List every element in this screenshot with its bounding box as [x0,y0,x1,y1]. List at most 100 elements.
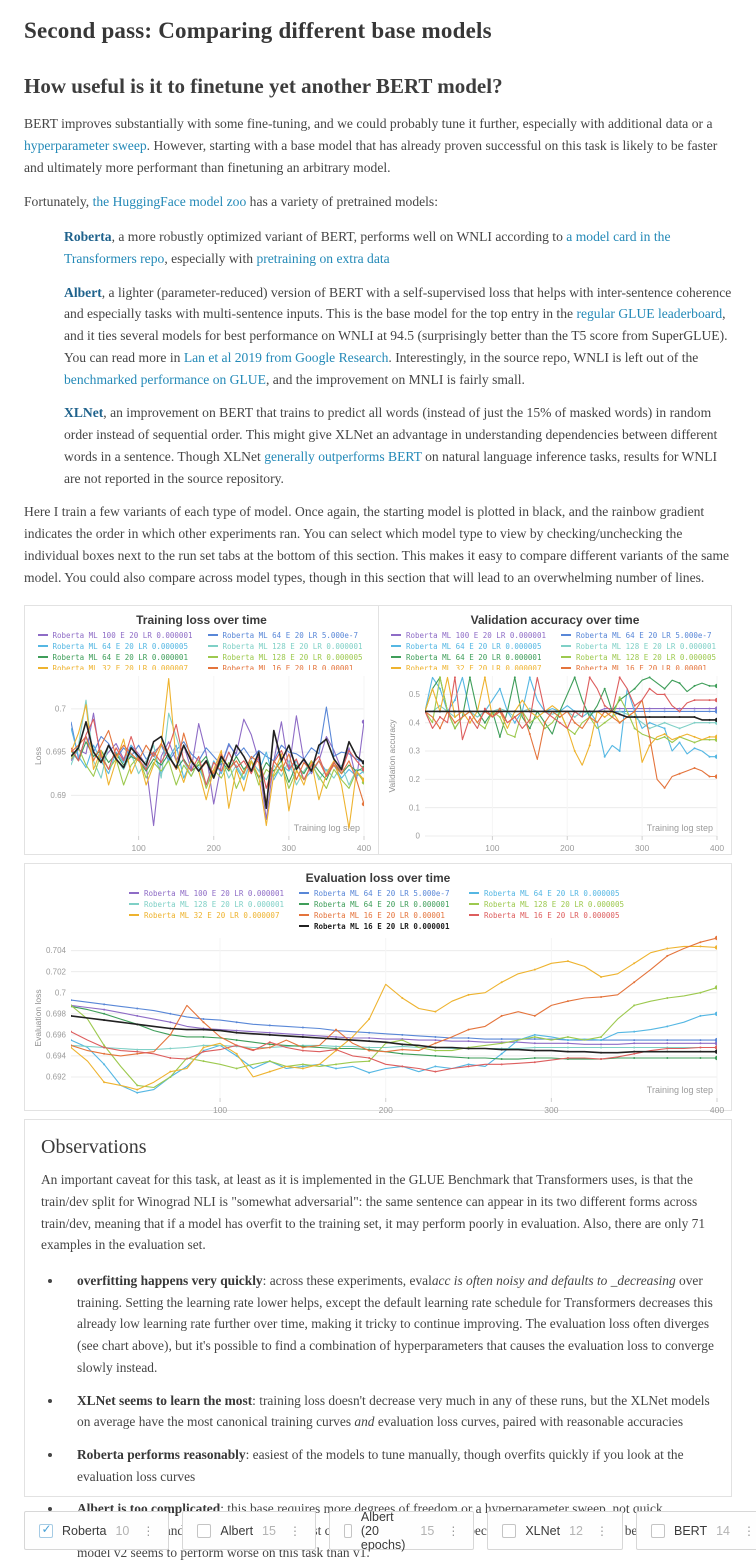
chart-canvas[interactable]: 0.692 0.694 0.696 0.698 0.7 0.702 0.704 100 200 3… [29,932,727,1118]
legend-dash-icon [561,645,571,648]
kebab-menu-icon[interactable]: ⋮ [142,1523,155,1538]
svg-text:100: 100 [485,843,499,853]
validation-accuracy-chart[interactable]: Validation accuracy over time Roberta ML… [378,606,731,856]
runset-tab-bert[interactable]: BERT 14 ⋮ [635,1511,756,1551]
kebab-menu-icon[interactable]: ⋮ [288,1523,301,1538]
svg-text:0.2: 0.2 [409,775,421,784]
inline-link[interactable]: the HuggingFace model zoo [92,194,247,210]
kebab-menu-icon[interactable]: ⋮ [743,1523,756,1538]
svg-text:400: 400 [710,843,724,853]
model-name-link[interactable]: XLNet [64,405,104,421]
legend-item[interactable]: Roberta ML 32 E 20 LR 0.000007 [385,663,555,670]
legend-item[interactable]: Roberta ML 16 E 20 LR 0.00001 [555,663,725,670]
legend-item[interactable]: Roberta ML 100 E 20 LR 0.000001 [123,888,293,899]
series-line [425,710,717,721]
legend-dash-icon [391,645,401,648]
inline-link[interactable]: Lan et al 2019 from Google Research [183,349,389,365]
legend-item[interactable]: Roberta ML 128 E 20 LR 0.000005 [202,652,372,663]
legend-item[interactable]: Roberta ML 64 E 20 LR 0.000005 [385,641,555,652]
training-loss-chart[interactable]: Training loss over time Roberta ML 100 E… [25,606,378,854]
legend-item[interactable]: Roberta ML 32 E 20 LR 0.000007 [123,910,293,921]
runset-tab-roberta[interactable]: Roberta 10 ⋮ [24,1511,170,1551]
legend-item[interactable]: Roberta ML 64 E 20 LR 5.000e-7 [293,888,463,899]
legend-dash-icon [299,925,309,928]
chart-title: Validation accuracy over time [470,613,640,628]
legend-item[interactable]: Roberta ML 128 E 20 LR 0.000005 [555,652,725,663]
model-name-link[interactable]: Roberta [64,229,112,244]
legend-item[interactable]: Roberta ML 128 E 20 LR 0.000001 [202,641,372,652]
text-segment: Roberta performs reasonably [77,1446,246,1462]
svg-text:200: 200 [560,843,574,853]
inline-link[interactable]: regular GLUE leaderboard [576,306,723,322]
legend-item[interactable]: Roberta ML 100 E 20 LR 0.000001 [32,630,202,641]
kebab-menu-icon[interactable]: ⋮ [447,1523,460,1538]
intro-paragraph: BERT improves substantially with some fi… [24,113,732,178]
text-segment: , and it ties several models for best pe… [64,306,728,365]
svg-text:0.698: 0.698 [46,1010,67,1019]
svg-text:0.69: 0.69 [50,791,66,800]
model-list: Roberta, a more robustly optimized varia… [24,226,732,489]
legend-item[interactable]: Roberta ML 128 E 20 LR 0.000001 [555,641,725,652]
series-line [71,747,364,790]
legend-run-name: Roberta ML 64 E 20 LR 0.000005 [52,642,188,652]
observations-intro: An important caveat for this task, at le… [41,1169,715,1256]
legend-item[interactable]: Roberta ML 64 E 20 LR 5.000e-7 [202,630,372,641]
legend-run-name: Roberta ML 100 E 20 LR 0.000001 [144,889,284,899]
legend-item[interactable]: Roberta ML 64 E 20 LR 5.000e-7 [555,630,725,641]
text-segment: evaluation loss curves, paired with reas… [374,1414,684,1430]
legend-item[interactable]: Roberta ML 100 E 20 LR 0.000001 [385,630,555,641]
text-segment: . However, starting with a base model th… [24,137,718,175]
chart-canvas[interactable]: 0.69 0.695 0.7 100 200 300 400 Training log ste… [29,670,374,856]
series-line [71,937,717,1057]
legend-item[interactable]: Roberta ML 16 E 20 LR 0.00001 [202,663,372,670]
inline-link[interactable]: generally outperforms BERT [264,448,422,464]
legend-run-name: Roberta ML 64 E 20 LR 0.000005 [484,889,620,899]
legend-item[interactable]: Roberta ML 16 E 20 LR 0.000005 [463,910,633,921]
kebab-menu-icon[interactable]: ⋮ [595,1523,608,1538]
model-name-link[interactable]: Albert [64,284,102,300]
legend-item[interactable]: Roberta ML 16 E 20 LR 0.000001 [293,921,463,932]
legend-dash-icon [561,634,571,637]
runset-checkbox-checked[interactable] [39,1522,53,1538]
series-line [71,730,364,805]
series-line [71,1013,717,1094]
charts-panel-row-2: Evaluation loss over time Roberta ML 100… [24,863,732,1115]
inline-link[interactable]: pretraining on extra data [256,250,390,266]
inline-link[interactable]: hyperparameter sweep [24,137,147,153]
svg-text:300: 300 [544,1105,558,1115]
runset-tab-albert-20-epochs-[interactable]: Albert (20 epochs) 15 ⋮ [328,1509,475,1552]
runset-tab-xlnet[interactable]: XLNet 12 ⋮ [487,1511,623,1551]
legend-item[interactable]: Roberta ML 64 E 20 LR 0.000001 [293,899,463,910]
legend-item[interactable]: Roberta ML 128 E 20 LR 0.000005 [463,899,633,910]
runset-label: Albert (20 epochs) [360,1509,406,1552]
legend-item[interactable]: Roberta ML 64 E 20 LR 0.000005 [463,888,633,899]
legend-item[interactable]: Roberta ML 64 E 20 LR 0.000001 [32,652,202,663]
runset-tab-albert[interactable]: Albert 15 ⋮ [182,1511,316,1551]
legend-item[interactable]: Roberta ML 16 E 20 LR 0.00001 [293,910,463,921]
runset-checkbox[interactable] [343,1523,352,1538]
legend-item[interactable]: Roberta ML 128 E 20 LR 0.000001 [123,899,293,910]
observations-panel: Observations An important caveat for thi… [24,1119,732,1560]
legend-dash-icon [469,903,479,906]
runset-checkbox[interactable] [197,1523,212,1538]
legend-dash-icon [129,903,139,906]
legend-run-name: Roberta ML 100 E 20 LR 0.000001 [406,631,546,641]
x-axis-label: Training log step [647,1085,713,1095]
chart-canvas[interactable]: 0 0.1 0.2 0.3 0.4 0.5 100 200 300 400 Training log… [383,670,727,856]
series-line [71,1015,717,1054]
runset-checkbox[interactable] [502,1523,517,1538]
legend-item[interactable]: Roberta ML 64 E 20 LR 0.000005 [32,641,202,652]
svg-text:0.7: 0.7 [55,989,67,998]
legend-run-name: Roberta ML 100 E 20 LR 0.000001 [52,631,193,641]
model-item-roberta: Roberta, a more robustly optimized varia… [24,226,732,270]
legend-run-name: Roberta ML 16 E 20 LR 0.000005 [484,911,620,921]
evaluation-loss-chart[interactable]: Evaluation loss over time Roberta ML 100… [25,864,731,1115]
fortunately-paragraph: Fortunately, the HuggingFace model zoo h… [24,191,732,213]
legend-run-name: Roberta ML 16 E 20 LR 0.00001 [314,911,445,921]
legend-dash-icon [299,903,309,906]
inline-link[interactable]: benchmarked performance on GLUE [64,371,266,387]
inline-link[interactable]: a model card in the Transformers repo [64,229,671,266]
runset-checkbox[interactable] [650,1523,665,1538]
legend-item[interactable]: Roberta ML 32 E 20 LR 0.000007 [32,663,202,670]
legend-item[interactable]: Roberta ML 64 E 20 LR 0.000001 [385,652,555,663]
